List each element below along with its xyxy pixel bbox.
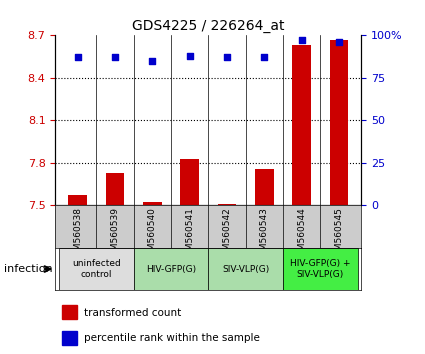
Text: GSM560541: GSM560541 — [185, 207, 194, 262]
Text: HIV-GFP(G): HIV-GFP(G) — [146, 264, 196, 274]
Bar — [62, 305, 77, 319]
Text: GSM560539: GSM560539 — [110, 207, 119, 262]
Text: GSM560540: GSM560540 — [148, 207, 157, 262]
Point — [335, 39, 342, 45]
Point — [74, 55, 81, 60]
FancyBboxPatch shape — [59, 248, 133, 290]
Text: infection: infection — [4, 264, 53, 274]
Text: uninfected
control: uninfected control — [72, 259, 121, 279]
Text: GSM560543: GSM560543 — [260, 207, 269, 262]
Point — [186, 53, 193, 59]
Text: HIV-GFP(G) +
SIV-VLP(G): HIV-GFP(G) + SIV-VLP(G) — [290, 259, 351, 279]
Text: percentile rank within the sample: percentile rank within the sample — [84, 333, 260, 343]
Text: GSM560545: GSM560545 — [334, 207, 343, 262]
Bar — [68, 195, 87, 205]
Text: GSM560542: GSM560542 — [222, 207, 231, 262]
Text: GSM560538: GSM560538 — [73, 207, 82, 262]
FancyBboxPatch shape — [208, 248, 283, 290]
Point — [111, 55, 118, 60]
Text: transformed count: transformed count — [84, 308, 181, 318]
Text: SIV-VLP(G): SIV-VLP(G) — [222, 264, 269, 274]
Bar — [62, 331, 77, 345]
Bar — [218, 204, 236, 205]
Title: GDS4225 / 226264_at: GDS4225 / 226264_at — [132, 19, 284, 33]
Point — [149, 58, 156, 64]
Bar — [292, 45, 311, 205]
Point — [298, 38, 305, 43]
FancyBboxPatch shape — [283, 248, 357, 290]
Point — [261, 55, 268, 60]
Bar — [329, 40, 348, 205]
Bar — [180, 159, 199, 205]
Point — [224, 55, 230, 60]
Bar — [255, 169, 274, 205]
Bar — [106, 173, 124, 205]
Bar — [143, 202, 162, 205]
Text: GSM560544: GSM560544 — [297, 207, 306, 262]
FancyBboxPatch shape — [133, 248, 208, 290]
